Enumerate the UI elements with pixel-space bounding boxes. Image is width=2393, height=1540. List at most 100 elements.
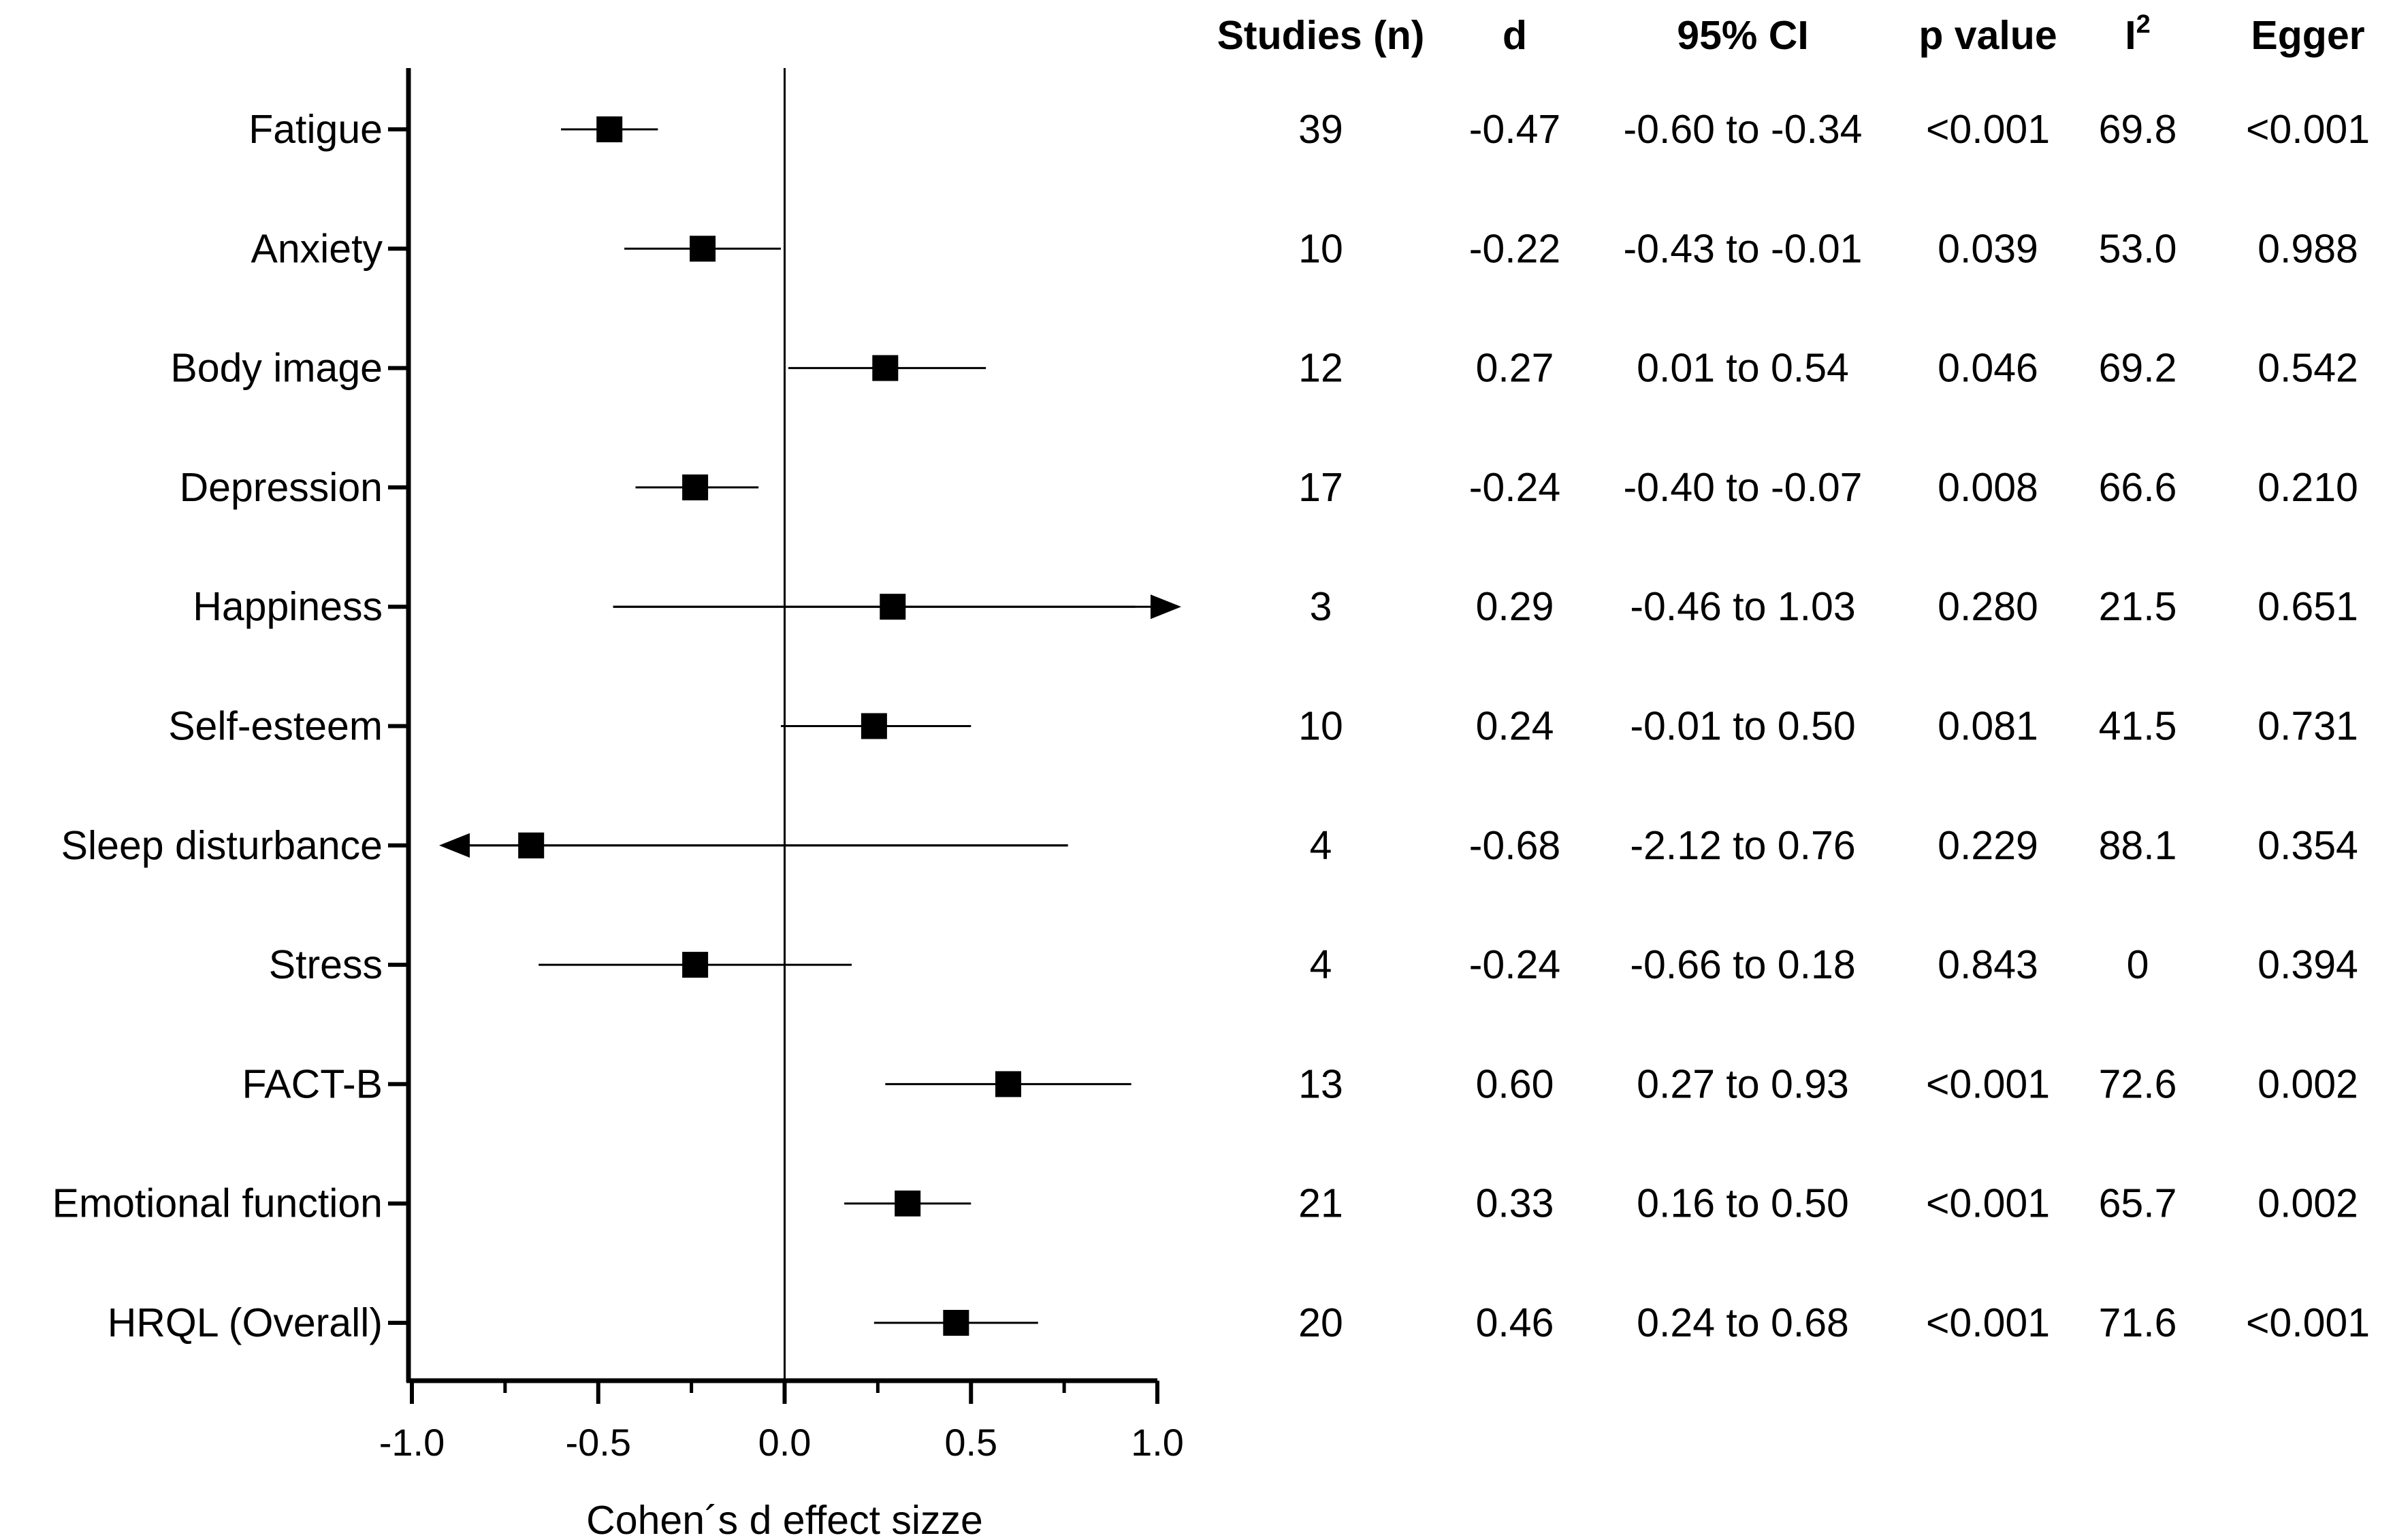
table-cell-p: 0.046 bbox=[1938, 346, 2038, 391]
table-cell-d-text: 0.60 bbox=[1476, 1061, 1554, 1106]
table-cell-p: 0.280 bbox=[1938, 584, 2038, 629]
table-cell-n: 20 bbox=[1298, 1300, 1343, 1345]
row-label: Anxiety bbox=[251, 226, 383, 271]
point-estimate bbox=[690, 236, 716, 262]
table-cell-p: <0.001 bbox=[1926, 1181, 2050, 1226]
ci-arrow-left bbox=[439, 833, 470, 858]
table-cell-i2: 0 bbox=[2127, 942, 2149, 987]
table-cell-d-text: 0.24 bbox=[1476, 704, 1554, 749]
table-cell-i2: 21.5 bbox=[2099, 584, 2177, 629]
table-cell-ci-text: -0.40 to -0.07 bbox=[1624, 465, 1863, 510]
table-cell-p: 0.843 bbox=[1938, 942, 2038, 987]
table-cell-d-text: -0.47 bbox=[1469, 107, 1560, 152]
column-header-i2: I2 bbox=[2125, 10, 2151, 58]
x-axis-label: Cohen´s d effect sizze bbox=[586, 1498, 983, 1540]
row-label: FACT-B bbox=[242, 1061, 383, 1106]
point-estimate bbox=[995, 1071, 1021, 1097]
table-cell-d-text: 0.29 bbox=[1476, 584, 1554, 629]
table-cell-ci-text: -0.01 to 0.50 bbox=[1630, 704, 1855, 749]
table-cell-egger: 0.988 bbox=[2258, 226, 2358, 271]
x-tick-label-4: 1.0 bbox=[1131, 1421, 1184, 1464]
table-cell-i2: 66.6 bbox=[2099, 465, 2177, 510]
table-cell-n: 10 bbox=[1298, 704, 1343, 749]
x-tick-label-1: -0.5 bbox=[566, 1421, 632, 1464]
table-cell-egger: <0.001 bbox=[2246, 1300, 2370, 1345]
point-estimate bbox=[872, 355, 899, 381]
column-header-egger: Egger bbox=[2251, 13, 2364, 58]
table-cell-p: 0.229 bbox=[1938, 823, 2038, 868]
table-cell-d-text: 0.46 bbox=[1476, 1300, 1554, 1345]
column-header-n: Studies (n) bbox=[1217, 13, 1425, 58]
point-estimate bbox=[880, 594, 906, 620]
x-tick-label-0: -1.0 bbox=[379, 1421, 445, 1464]
point-estimate bbox=[895, 1190, 921, 1217]
x-tick-label-2: 0.0 bbox=[758, 1421, 812, 1464]
table-cell-egger: 0.651 bbox=[2258, 584, 2358, 629]
table-cell-p: <0.001 bbox=[1926, 1300, 2050, 1345]
point-estimate bbox=[861, 713, 887, 739]
row-label: Depression bbox=[180, 465, 383, 510]
table-cell-ci-text: 0.24 to 0.68 bbox=[1637, 1300, 1849, 1345]
table-cell-egger: 0.210 bbox=[2258, 465, 2358, 510]
table-cell-n: 39 bbox=[1298, 107, 1343, 152]
row-label: Happiness bbox=[193, 584, 383, 629]
table-cell-egger: 0.354 bbox=[2258, 823, 2358, 868]
table-cell-i2: 88.1 bbox=[2099, 823, 2177, 868]
column-header-d-text: d bbox=[1503, 13, 1527, 58]
table-cell-egger: 0.394 bbox=[2258, 942, 2358, 987]
table-cell-ci-text: -0.43 to -0.01 bbox=[1624, 226, 1863, 271]
table-cell-egger: 0.002 bbox=[2258, 1061, 2358, 1106]
table-cell-d-text: -0.24 bbox=[1469, 465, 1560, 510]
point-estimate bbox=[518, 832, 545, 859]
table-cell-i2: 71.6 bbox=[2099, 1300, 2177, 1345]
table-cell-d-text: 0.27 bbox=[1476, 346, 1554, 391]
row-label: HRQL (Overall) bbox=[108, 1300, 383, 1345]
column-header-superscript: 2 bbox=[2136, 10, 2151, 39]
table-cell-p: 0.039 bbox=[1938, 226, 2038, 271]
table-cell-egger: 0.002 bbox=[2258, 1181, 2358, 1226]
table-cell-d-text: -0.22 bbox=[1469, 226, 1560, 271]
table-cell-egger: <0.001 bbox=[2246, 107, 2370, 152]
table-cell-ci-text: 0.27 to 0.93 bbox=[1637, 1061, 1849, 1106]
column-header-p: p value bbox=[1918, 13, 2057, 58]
row-label: Emotional function bbox=[52, 1181, 383, 1226]
table-cell-ci-text: -0.46 to 1.03 bbox=[1630, 584, 1855, 629]
column-header-ci-text: 95% CI bbox=[1677, 13, 1808, 58]
table-cell-i2: 69.8 bbox=[2099, 107, 2177, 152]
row-label: Body image bbox=[170, 346, 383, 391]
table-cell-i2: 53.0 bbox=[2099, 226, 2177, 271]
table-cell-ci-text: -2.12 to 0.76 bbox=[1630, 823, 1855, 868]
table-cell-n: 10 bbox=[1298, 226, 1343, 271]
table-cell-ci-text: 0.01 to 0.54 bbox=[1637, 346, 1849, 391]
table-cell-ci-text: -0.66 to 0.18 bbox=[1630, 942, 1855, 987]
row-label: Fatigue bbox=[248, 107, 383, 152]
table-cell-egger: 0.731 bbox=[2258, 704, 2358, 749]
table-cell-p: 0.081 bbox=[1938, 704, 2038, 749]
table-cell-p: <0.001 bbox=[1926, 107, 2050, 152]
row-label: Self-esteem bbox=[168, 704, 383, 749]
table-cell-n: 17 bbox=[1298, 465, 1343, 510]
row-label: Sleep disturbance bbox=[61, 823, 383, 868]
table-cell-p: 0.008 bbox=[1938, 465, 2038, 510]
table-cell-n: 4 bbox=[1310, 823, 1332, 868]
table-cell-n: 21 bbox=[1298, 1181, 1343, 1226]
table-cell-n: 12 bbox=[1298, 346, 1343, 391]
point-estimate bbox=[943, 1310, 969, 1336]
table-cell-n: 4 bbox=[1310, 942, 1332, 987]
x-tick-label-3: 0.5 bbox=[944, 1421, 997, 1464]
row-label: Stress bbox=[269, 942, 383, 987]
table-cell-n: 13 bbox=[1298, 1061, 1343, 1106]
table-cell-p: <0.001 bbox=[1926, 1061, 2050, 1106]
table-cell-i2: 69.2 bbox=[2099, 346, 2177, 391]
table-cell-d-text: 0.33 bbox=[1476, 1181, 1554, 1226]
point-estimate bbox=[596, 116, 623, 142]
table-cell-d-text: -0.68 bbox=[1469, 823, 1560, 868]
point-estimate bbox=[682, 474, 709, 500]
table-cell-ci-text: 0.16 to 0.50 bbox=[1637, 1181, 1849, 1226]
ci-arrow-right bbox=[1151, 594, 1181, 620]
table-cell-n: 3 bbox=[1310, 584, 1332, 629]
table-cell-i2: 41.5 bbox=[2099, 704, 2177, 749]
table-cell-egger: 0.542 bbox=[2258, 346, 2358, 391]
table-cell-ci-text: -0.60 to -0.34 bbox=[1624, 107, 1863, 152]
